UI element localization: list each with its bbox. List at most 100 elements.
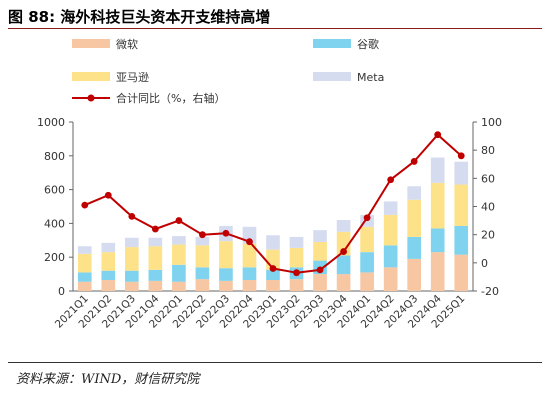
y-tick-label-left: 200	[44, 251, 65, 264]
title-rule	[8, 28, 542, 29]
bar-microsoft	[195, 279, 210, 291]
point-total-yoy	[151, 225, 159, 233]
y-tick-label-right: 20	[481, 229, 495, 242]
bar-google	[195, 267, 210, 280]
bar-amazon	[172, 244, 186, 265]
legend-swatch-microsoft	[72, 39, 110, 48]
point-total-yoy	[104, 191, 112, 199]
bar-microsoft	[125, 281, 139, 291]
bar-google	[383, 245, 398, 268]
chart-bars	[77, 157, 469, 291]
bar-meta	[407, 186, 421, 200]
bar-meta	[289, 236, 304, 248]
bar-meta	[454, 161, 469, 185]
point-total-yoy	[222, 229, 230, 237]
point-total-yoy	[246, 238, 253, 246]
bar-microsoft	[148, 280, 163, 291]
legend-marker-total	[87, 94, 95, 102]
bar-google	[101, 270, 116, 281]
bar-google	[172, 264, 186, 282]
y-tick-label-left: 400	[44, 217, 65, 230]
bar-microsoft	[77, 281, 92, 291]
bar-amazon	[148, 246, 163, 270]
bar-microsoft	[360, 272, 374, 291]
bar-microsoft	[383, 267, 398, 291]
bar-microsoft	[313, 274, 327, 291]
bar-amazon	[219, 241, 233, 269]
bar-amazon	[242, 243, 257, 268]
bar-amazon	[407, 199, 421, 237]
bar-microsoft	[266, 280, 280, 291]
chart-legend: 微软 谷歌 亚马逊 Meta 合计同比（%，右轴）	[72, 37, 384, 105]
y-tick-label-right: 0	[481, 257, 488, 270]
point-total-yoy	[340, 248, 347, 255]
bar-meta	[313, 230, 327, 242]
y-tick-label-right: 80	[481, 144, 495, 157]
bar-meta	[266, 235, 280, 250]
bar-microsoft	[454, 254, 469, 291]
figure-title: 图 88: 海外科技巨头资本开支维持高增	[8, 8, 271, 26]
point-total-yoy	[387, 176, 395, 184]
bar-microsoft	[242, 280, 257, 291]
bar-amazon	[454, 184, 469, 226]
bar-google	[430, 228, 445, 253]
chart-line	[81, 131, 465, 277]
bar-amazon	[360, 226, 374, 253]
bar-amazon	[336, 231, 351, 256]
point-total-yoy	[316, 266, 324, 274]
bar-meta	[148, 237, 163, 247]
bar-google	[77, 272, 92, 282]
bar-google	[407, 236, 421, 259]
bar-amazon	[195, 245, 210, 268]
bar-meta	[195, 236, 210, 246]
point-total-yoy	[293, 269, 300, 277]
y-tick-label-left: 0	[58, 285, 65, 298]
bar-microsoft	[172, 281, 186, 291]
point-total-yoy	[363, 214, 371, 222]
bar-meta	[77, 246, 92, 254]
bar-amazon	[383, 214, 398, 246]
bar-microsoft	[336, 274, 351, 291]
point-total-yoy	[269, 265, 277, 272]
point-total-yoy	[434, 131, 442, 139]
y-tick-label-left: 800	[44, 150, 65, 163]
bar-google	[454, 225, 469, 255]
point-total-yoy	[199, 231, 206, 239]
legend-label-total: 合计同比（%，右轴）	[116, 91, 225, 105]
source-rule	[8, 362, 542, 363]
y-tick-label-left: 1000	[37, 116, 65, 129]
legend-label-amazon: 亚马逊	[116, 71, 149, 84]
legend-label-google: 谷歌	[357, 37, 379, 51]
y-tick-label-right: -20	[481, 285, 499, 298]
bar-meta	[172, 236, 186, 245]
bar-microsoft	[101, 280, 116, 291]
bar-google	[125, 270, 139, 282]
bar-amazon	[101, 252, 116, 271]
bar-google	[360, 252, 374, 273]
bar-meta	[430, 157, 445, 183]
point-total-yoy	[128, 212, 136, 220]
bar-google	[148, 269, 163, 281]
bar-microsoft	[219, 280, 233, 291]
bar-microsoft	[430, 252, 445, 291]
bar-amazon	[125, 247, 139, 271]
bar-meta	[101, 242, 116, 253]
point-total-yoy	[410, 158, 418, 165]
y-tick-label-right: 40	[481, 201, 495, 214]
point-total-yoy	[175, 217, 183, 224]
point-total-yoy	[81, 201, 89, 209]
point-total-yoy	[457, 152, 465, 160]
bar-meta	[336, 220, 351, 232]
legend-swatch-meta	[313, 72, 351, 81]
bar-google	[242, 267, 257, 281]
legend-swatch-amazon	[72, 72, 110, 81]
bar-amazon	[430, 182, 445, 229]
bar-google	[336, 255, 351, 275]
bar-amazon	[313, 241, 327, 261]
bar-google	[219, 268, 233, 281]
legend-label-microsoft: 微软	[116, 37, 138, 51]
bar-amazon	[289, 247, 304, 268]
y-tick-label-right: 100	[481, 116, 502, 129]
source-note: 资料来源：WIND，财信研究院	[16, 372, 200, 387]
